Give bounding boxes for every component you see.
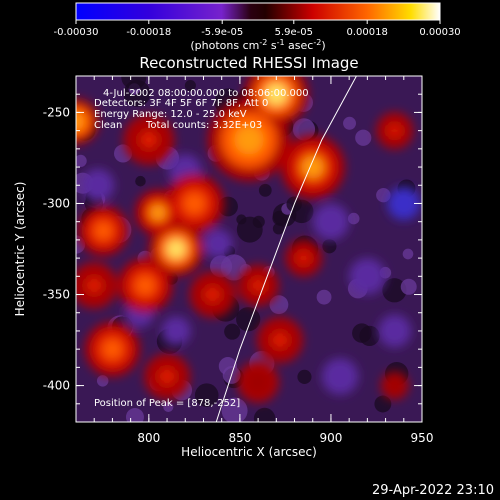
mottle-cell bbox=[297, 369, 312, 384]
peak-position: Position of Peak = [878,-252] bbox=[94, 398, 240, 409]
annotations: 4-Jul-2002 08:00:00.000 to 08:06:00.000 … bbox=[94, 88, 309, 409]
bright-region-core bbox=[94, 221, 113, 240]
dark-region bbox=[378, 314, 412, 348]
colorbar-gradient bbox=[75, 2, 441, 21]
bright-region-core bbox=[86, 277, 103, 294]
mottle-cell bbox=[121, 76, 147, 90]
colorbar-units: (photons cm-2 s-1 asec-2) bbox=[190, 38, 325, 52]
mottle-cell bbox=[292, 118, 316, 141]
mottle-cell bbox=[269, 295, 289, 315]
mottle-cell bbox=[359, 325, 380, 346]
mottle-cell bbox=[221, 397, 248, 422]
bright-region-core bbox=[301, 155, 325, 179]
mottle-cell bbox=[272, 222, 285, 235]
colorbar-tick-label: -5.9e-05 bbox=[201, 27, 243, 38]
bright-region-core bbox=[139, 130, 158, 149]
bright-region-core bbox=[264, 82, 288, 106]
colorbar-tick-label: -0.00018 bbox=[126, 27, 171, 38]
bright-region-core bbox=[250, 278, 266, 293]
bright-region-core bbox=[76, 113, 85, 130]
colorbar-tick-label: 0.00018 bbox=[347, 27, 388, 38]
bright-region-core bbox=[297, 251, 311, 265]
mottle-cell bbox=[253, 407, 276, 422]
bright-region-core bbox=[271, 331, 289, 349]
y-tick-label: -350 bbox=[43, 288, 70, 302]
x-axis-label: Heliocentric X (arcsec) bbox=[181, 445, 317, 459]
bright-region-core bbox=[250, 374, 266, 390]
mottle-cell bbox=[76, 154, 87, 167]
mottle-cell bbox=[258, 183, 272, 197]
chart-title: Reconstructed RHESSI Image bbox=[139, 54, 358, 72]
mottle-cell bbox=[374, 395, 392, 413]
plot-frame bbox=[75, 75, 423, 423]
bright-region-core bbox=[388, 124, 402, 138]
mottle-cell bbox=[96, 375, 109, 387]
mottle-cell bbox=[220, 254, 247, 281]
mottle-cell bbox=[316, 289, 332, 305]
mottle-cell bbox=[322, 239, 337, 254]
bright-region-core bbox=[149, 204, 167, 221]
mottle-cell bbox=[135, 175, 146, 187]
colorbar-tick-label: 0.00030 bbox=[419, 27, 460, 38]
algorithm-label: Clean bbox=[94, 120, 122, 131]
bright-region-core bbox=[135, 275, 156, 296]
colorbar: -0.00030 -0.00018 -5.9e-05 5.9e-05 0.00018 0.… bbox=[54, 2, 461, 52]
mottle-cell bbox=[355, 129, 372, 146]
bright-region-core bbox=[102, 339, 123, 359]
emission-regions bbox=[76, 76, 421, 403]
colorbar-ticks: -0.00030 -0.00018 -5.9e-05 5.9e-05 0.00018 0.… bbox=[54, 20, 461, 38]
total-counts: Total counts: 3.32E+03 bbox=[145, 120, 262, 131]
bright-region-core bbox=[234, 124, 264, 155]
mottle-cell bbox=[236, 216, 263, 243]
mottle-cell bbox=[236, 307, 261, 332]
solar-limb-line bbox=[215, 76, 357, 422]
detectors-label: Detectors: 3F 4F 5F 6F 7F 8F, Att 0 bbox=[94, 98, 268, 109]
mottle-cell bbox=[347, 212, 360, 225]
dark-region bbox=[203, 228, 233, 259]
mottle-cell bbox=[376, 187, 391, 203]
dark-region bbox=[321, 358, 359, 395]
image-plot bbox=[76, 76, 422, 422]
footer-timestamp: 29-Apr-2022 23:10 bbox=[372, 483, 494, 498]
dark-region bbox=[81, 168, 115, 202]
energy-range: Energy Range: 12.0 - 25.0 keV bbox=[94, 109, 247, 120]
mottle-cell bbox=[184, 79, 196, 92]
axis-ticks: 800 850 900 950 -250 -300 -350 -400 bbox=[43, 75, 434, 445]
bright-region-core bbox=[389, 380, 400, 391]
mottle-cell bbox=[402, 248, 414, 260]
mottle-cell bbox=[400, 278, 417, 295]
x-tick-label: 900 bbox=[319, 431, 342, 445]
bright-region-core bbox=[166, 239, 186, 259]
x-tick-label: 950 bbox=[411, 431, 434, 445]
mottle-cell bbox=[343, 116, 357, 130]
dark-region bbox=[349, 258, 386, 295]
bright-region-core bbox=[158, 368, 176, 385]
time-range: 4-Jul-2002 08:00:00.000 to 08:06:00.000 bbox=[103, 88, 309, 99]
mottle-cell bbox=[382, 278, 407, 303]
mottle-cell bbox=[194, 383, 219, 407]
colorbar-tick-label: -0.00030 bbox=[54, 27, 99, 38]
y-tick-label: -300 bbox=[43, 196, 70, 210]
mottle-cell bbox=[163, 401, 174, 412]
y-tick-label: -400 bbox=[43, 379, 70, 393]
dark-region bbox=[161, 316, 191, 346]
dark-region bbox=[387, 187, 421, 220]
mottle-cell bbox=[224, 323, 241, 340]
y-tick-label: -250 bbox=[43, 105, 70, 119]
mottle-cell bbox=[125, 408, 144, 422]
x-tick-label: 850 bbox=[228, 431, 251, 445]
dark-region bbox=[312, 203, 350, 240]
y-axis-label: Heliocentric Y (arcsec) bbox=[13, 182, 27, 317]
colorbar-tick-label: 5.9e-05 bbox=[275, 27, 313, 38]
bright-region-core bbox=[204, 286, 221, 303]
x-tick-label: 800 bbox=[137, 431, 160, 445]
bright-region-core bbox=[183, 192, 206, 215]
